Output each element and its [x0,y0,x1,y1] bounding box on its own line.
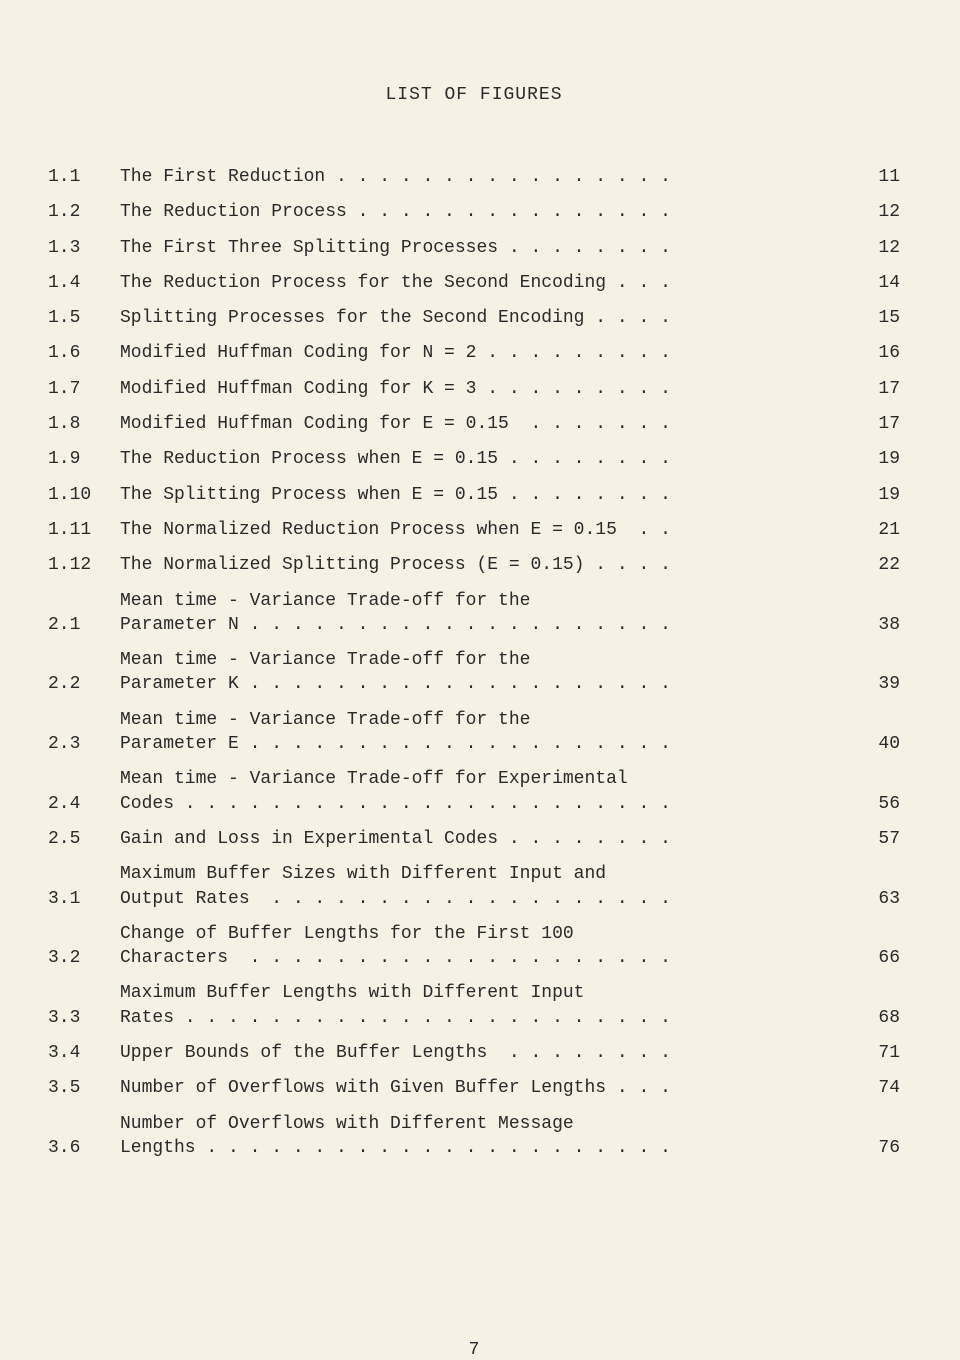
list-item: 1.11The Normalized Reduction Process whe… [48,518,900,542]
entry-description: The Reduction Process when E = 0.15 . . … [120,447,864,471]
entry-description: The Reduction Process . . . . . . . . . … [120,200,864,224]
entry-page: 19 [864,483,900,507]
entry-number: 1.8 [48,412,120,436]
entry-number: 3.5 [48,1076,120,1100]
entry-description: Mean time - Variance Trade-off for the P… [120,589,864,638]
entry-page: 39 [864,672,900,696]
list-item: 2.4Mean time - Variance Trade-off for Ex… [48,767,900,816]
list-item: 2.2Mean time - Variance Trade-off for th… [48,648,900,697]
list-item: 3.6Number of Overflows with Different Me… [48,1112,900,1161]
list-item: 1.2The Reduction Process . . . . . . . .… [48,200,900,224]
entry-description: Maximum Buffer Sizes with Different Inpu… [120,862,864,911]
entry-description: Change of Buffer Lengths for the First 1… [120,922,864,971]
entry-number: 1.1 [48,165,120,189]
entry-page: 57 [864,827,900,851]
entry-description: Modified Huffman Coding for K = 3 . . . … [120,377,864,401]
entry-number: 1.7 [48,377,120,401]
list-item: 1.8Modified Huffman Coding for E = 0.15 … [48,412,900,436]
entry-number: 3.1 [48,887,120,911]
entry-description: The First Reduction . . . . . . . . . . … [120,165,864,189]
entry-number: 1.6 [48,341,120,365]
list-item: 3.5Number of Overflows with Given Buffer… [48,1076,900,1100]
entry-description: Maximum Buffer Lengths with Different In… [120,981,864,1030]
list-item: 2.3Mean time - Variance Trade-off for th… [48,708,900,757]
entry-number: 3.2 [48,946,120,970]
entry-number: 1.12 [48,553,120,577]
entry-page: 68 [864,1006,900,1030]
entry-page: 66 [864,946,900,970]
entry-description: Splitting Processes for the Second Encod… [120,306,864,330]
list-item: 1.10The Splitting Process when E = 0.15 … [48,483,900,507]
list-item: 3.2Change of Buffer Lengths for the Firs… [48,922,900,971]
entry-description: Gain and Loss in Experimental Codes . . … [120,827,864,851]
list-item: 2.1Mean time - Variance Trade-off for th… [48,589,900,638]
entry-description: The Reduction Process for the Second Enc… [120,271,864,295]
entry-number: 2.3 [48,732,120,756]
figures-list: 1.1The First Reduction . . . . . . . . .… [48,165,900,1160]
entry-number: 2.2 [48,672,120,696]
entry-number: 1.5 [48,306,120,330]
entry-description: Number of Overflows with Given Buffer Le… [120,1076,864,1100]
entry-description: The Normalized Splitting Process (E = 0.… [120,553,864,577]
entry-number: 2.1 [48,613,120,637]
page-title: LIST OF FIGURES [48,85,900,105]
list-item: 2.5Gain and Loss in Experimental Codes .… [48,827,900,851]
page-container: LIST OF FIGURES 1.1The First Reduction .… [0,0,960,1360]
list-item: 1.3The First Three Splitting Processes .… [48,236,900,260]
entry-page: 19 [864,447,900,471]
entry-page: 22 [864,553,900,577]
list-item: 3.4Upper Bounds of the Buffer Lengths . … [48,1041,900,1065]
entry-description: Number of Overflows with Different Messa… [120,1112,864,1161]
entry-description: The Splitting Process when E = 0.15 . . … [120,483,864,507]
entry-description: Mean time - Variance Trade-off for the P… [120,708,864,757]
entry-page: 40 [864,732,900,756]
entry-description: Upper Bounds of the Buffer Lengths . . .… [120,1041,864,1065]
entry-page: 74 [864,1076,900,1100]
entry-description: The First Three Splitting Processes . . … [120,236,864,260]
entry-page: 14 [864,271,900,295]
entry-number: 2.5 [48,827,120,851]
entry-page: 71 [864,1041,900,1065]
entry-page: 38 [864,613,900,637]
entry-number: 3.4 [48,1041,120,1065]
entry-description: Modified Huffman Coding for E = 0.15 . .… [120,412,864,436]
entry-number: 1.4 [48,271,120,295]
entry-page: 15 [864,306,900,330]
list-item: 3.1Maximum Buffer Sizes with Different I… [48,862,900,911]
entry-number: 2.4 [48,792,120,816]
entry-description: The Normalized Reduction Process when E … [120,518,864,542]
entry-number: 1.3 [48,236,120,260]
entry-page: 21 [864,518,900,542]
entry-page: 76 [864,1136,900,1160]
entry-page: 17 [864,412,900,436]
entry-number: 1.9 [48,447,120,471]
entry-description: Mean time - Variance Trade-off for Exper… [120,767,864,816]
entry-number: 1.11 [48,518,120,542]
entry-number: 3.6 [48,1136,120,1160]
entry-number: 3.3 [48,1006,120,1030]
list-item: 3.3Maximum Buffer Lengths with Different… [48,981,900,1030]
entry-page: 63 [864,887,900,911]
entry-page: 11 [864,165,900,189]
entry-page: 56 [864,792,900,816]
list-item: 1.12The Normalized Splitting Process (E … [48,553,900,577]
entry-page: 17 [864,377,900,401]
entry-page: 12 [864,236,900,260]
page-number: 7 [48,1340,900,1360]
list-item: 1.7Modified Huffman Coding for K = 3 . .… [48,377,900,401]
entry-number: 1.2 [48,200,120,224]
entry-description: Modified Huffman Coding for N = 2 . . . … [120,341,864,365]
list-item: 1.6Modified Huffman Coding for N = 2 . .… [48,341,900,365]
list-item: 1.5Splitting Processes for the Second En… [48,306,900,330]
entry-number: 1.10 [48,483,120,507]
list-item: 1.1The First Reduction . . . . . . . . .… [48,165,900,189]
list-item: 1.9The Reduction Process when E = 0.15 .… [48,447,900,471]
entry-description: Mean time - Variance Trade-off for the P… [120,648,864,697]
list-item: 1.4The Reduction Process for the Second … [48,271,900,295]
entry-page: 12 [864,200,900,224]
entry-page: 16 [864,341,900,365]
